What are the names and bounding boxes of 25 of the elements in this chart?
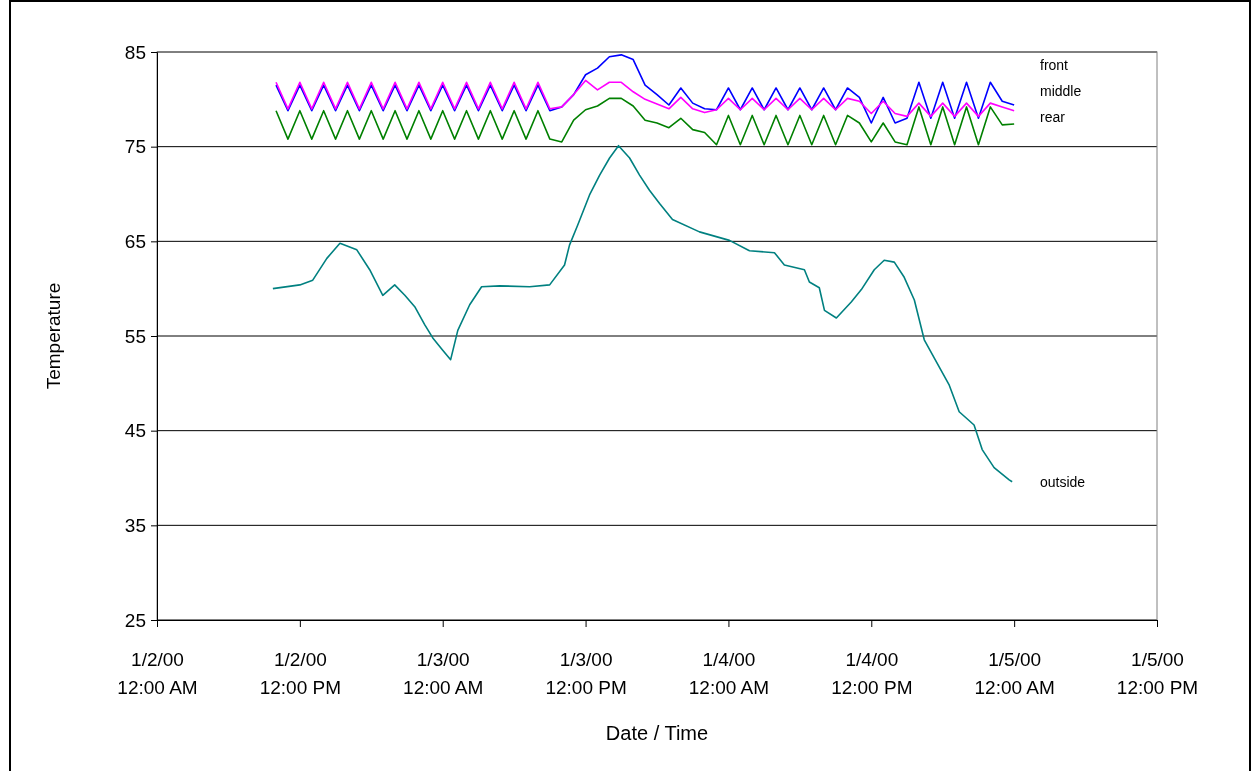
line-series [275,97,1015,146]
line-series [275,54,1015,124]
y-tick-label: 55 [124,325,146,347]
y-axis-title: Temperature [43,282,64,390]
x-tick-label: 1/3/00 12:00 AM [403,649,484,698]
y-tick-label: 85 [124,41,146,63]
series-label: outside [1040,473,1086,490]
x-tick-label: 1/4/00 12:00 AM [688,649,770,698]
line-series [275,79,1015,118]
x-axis-title: Date / Time [605,722,709,744]
y-tick-label: 35 [124,514,146,536]
y-tick-label: 25 [124,609,146,631]
x-tick-label: 1/5/00 12:00 AM [974,649,1055,698]
y-tick-label: 65 [124,230,146,252]
text: middle [1040,83,1082,100]
x-tick-label: 1/2/00 12:00 AM [117,649,198,698]
text: front [1040,57,1069,74]
y-tick-label: 75 [124,136,146,158]
x-tick-label: 1/3/00 12:00 PM [545,649,627,698]
x-tick-label: 1/4/00 12:00 PM [831,649,913,698]
y-tick-label: 45 [124,420,146,442]
line-series [272,144,1013,483]
x-tick-label: 1/5/00 12:00 PM [1116,649,1199,698]
series-label: rear [1040,109,1066,126]
x-tick-label: 1/2/00 12:00 PM [259,649,342,698]
